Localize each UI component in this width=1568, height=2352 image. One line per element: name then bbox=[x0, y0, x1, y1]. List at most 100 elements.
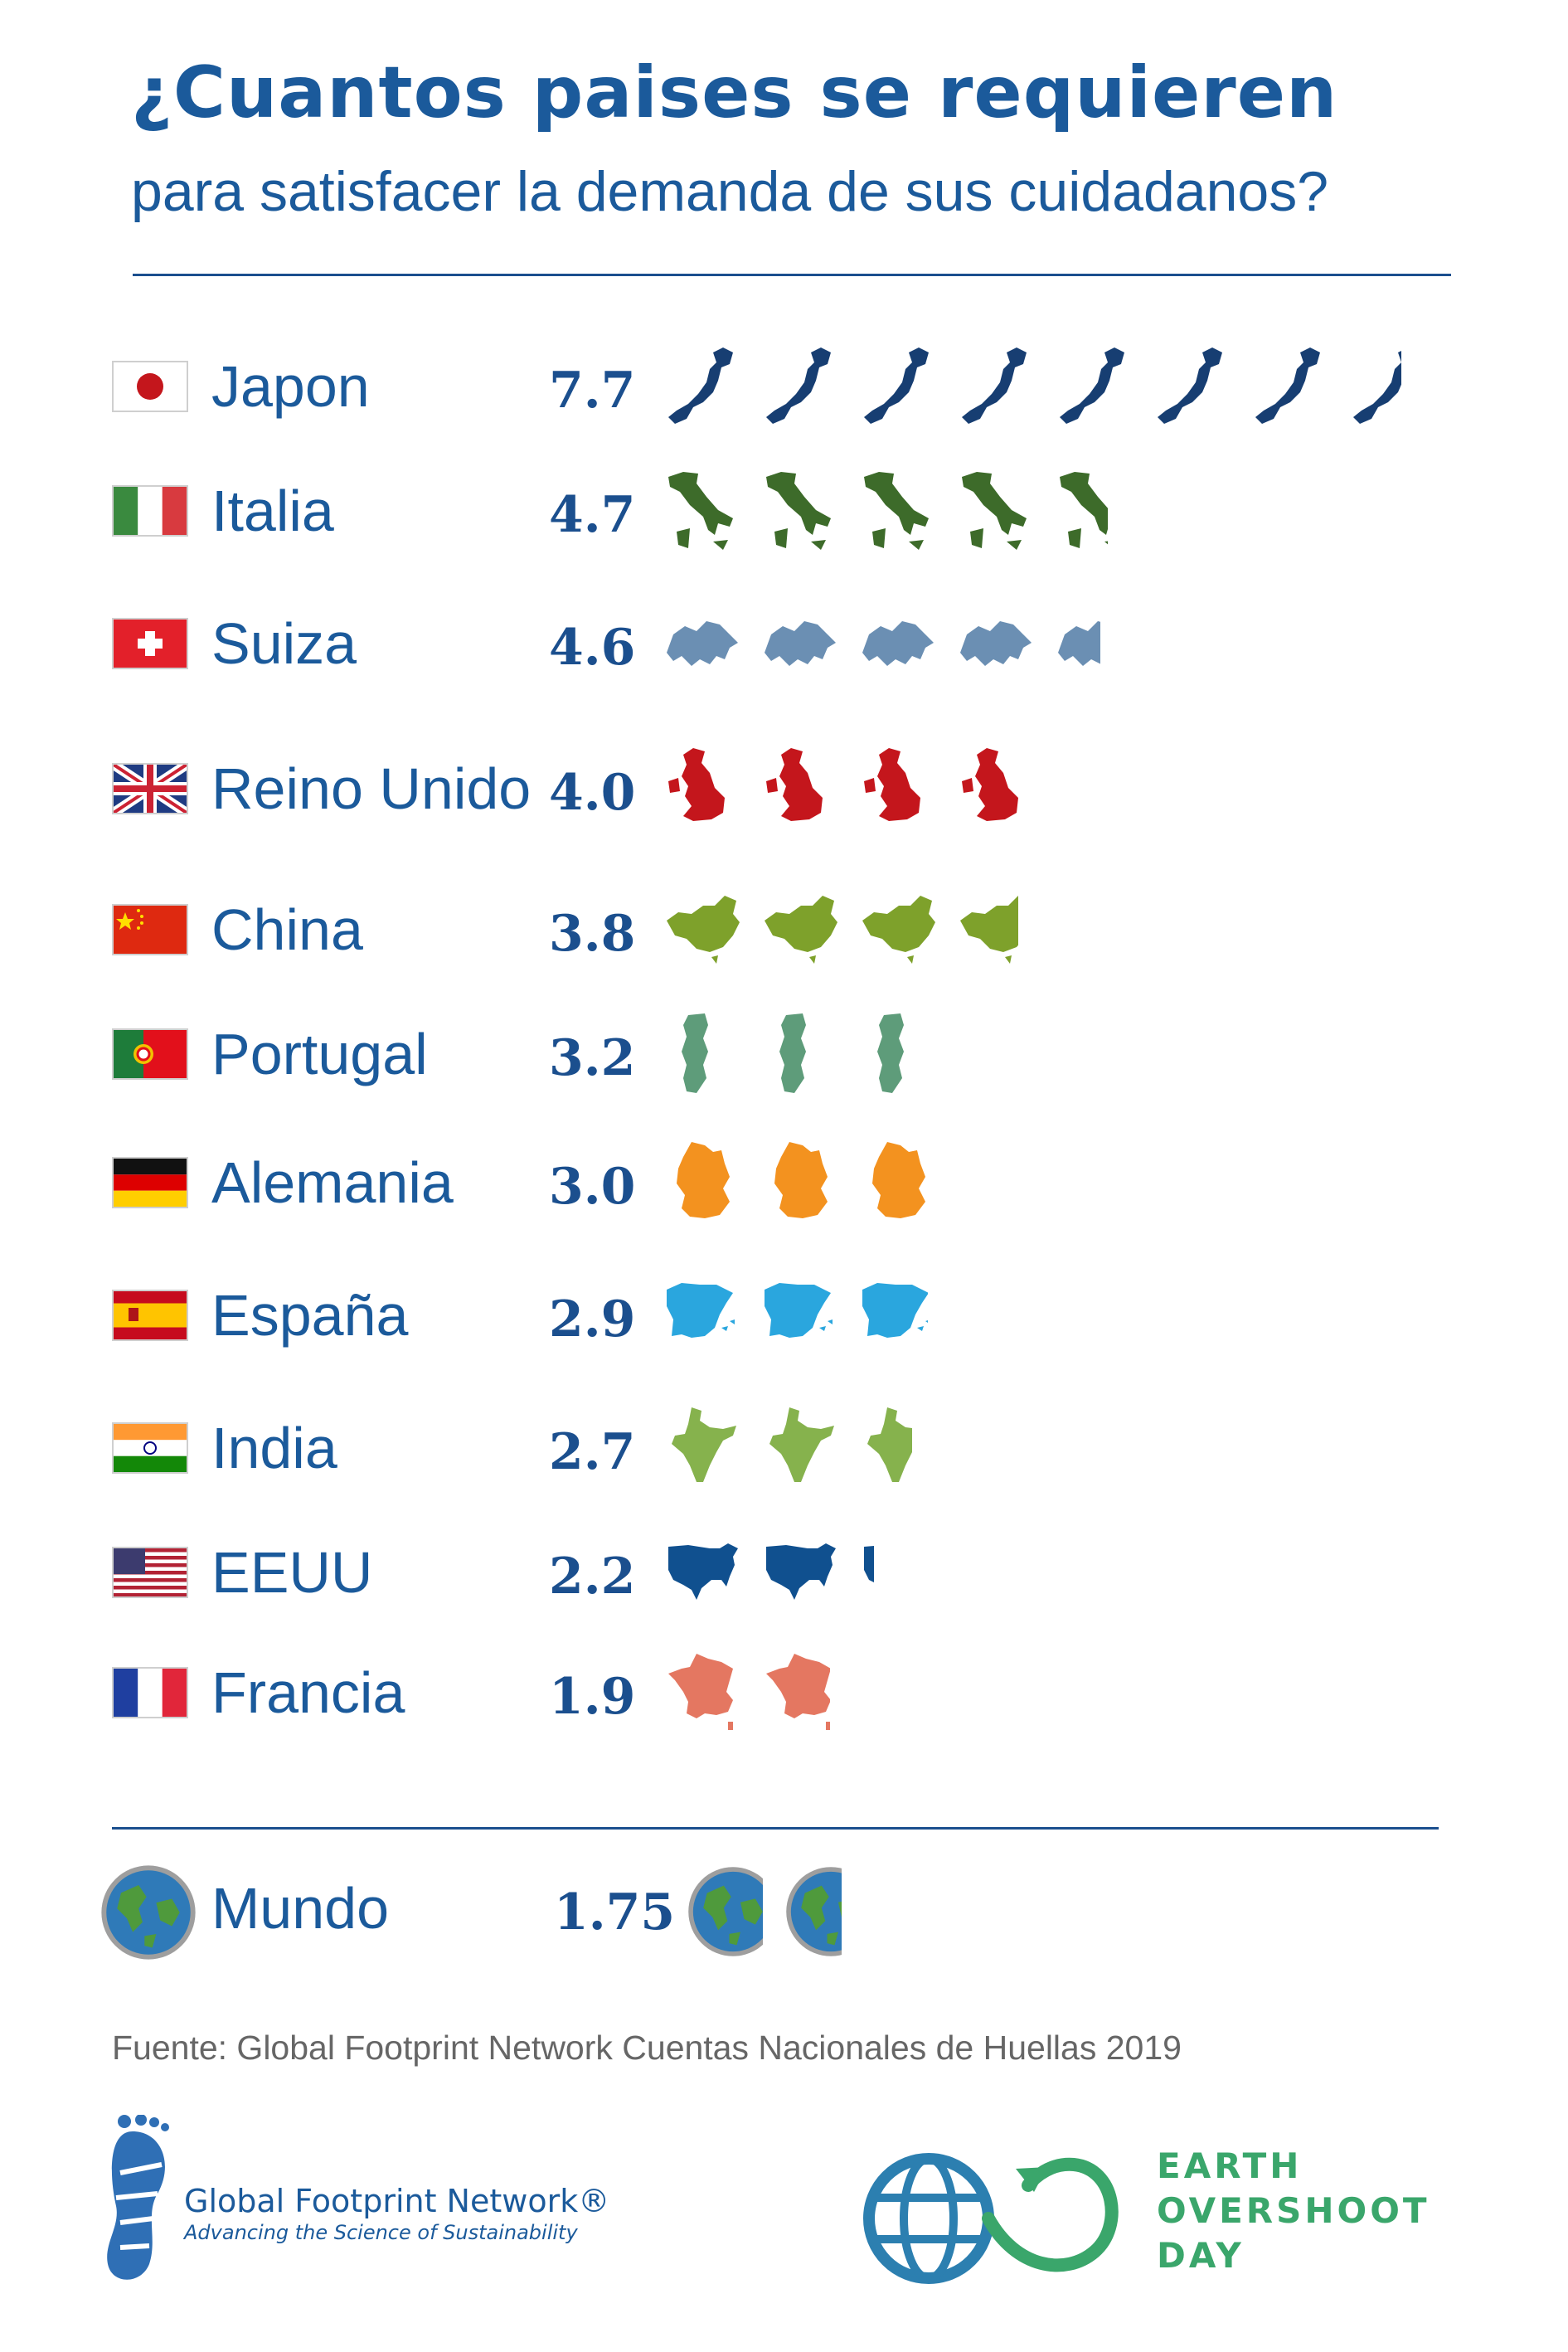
japan-icon bbox=[957, 344, 1033, 437]
earth-overshoot-day-logo: EARTH OVERSHOOT DAY bbox=[858, 2144, 1455, 2293]
chart-row: China 3.8 bbox=[0, 883, 1568, 983]
chart-row: Suiza 4.6 bbox=[0, 597, 1568, 697]
category-label: Francia bbox=[211, 1660, 405, 1725]
eod-word-earth: EARTH bbox=[1157, 2145, 1303, 2186]
chart-row: Italia 4.7 bbox=[0, 464, 1568, 564]
value-label: 2.7 bbox=[549, 1423, 636, 1481]
value-label: 7.7 bbox=[549, 362, 636, 420]
switzerland-icon bbox=[859, 601, 935, 694]
spain-icon bbox=[663, 1273, 740, 1366]
value-label: 3.0 bbox=[549, 1158, 636, 1216]
category-label: India bbox=[211, 1416, 337, 1480]
value-label: 4.6 bbox=[549, 619, 636, 677]
pictogram-bar bbox=[663, 1526, 1493, 1626]
uk-icon bbox=[663, 746, 740, 839]
portugal-icon bbox=[761, 1012, 837, 1105]
switzerland-icon bbox=[1055, 601, 1100, 694]
germany-icon bbox=[859, 1140, 935, 1233]
footprint-icon bbox=[107, 2114, 169, 2280]
germany-icon bbox=[663, 1140, 740, 1233]
chart-row: Portugal 3.2 bbox=[0, 1008, 1568, 1107]
value-label: 3.8 bbox=[549, 905, 636, 963]
chart-row: Alemania 3.0 bbox=[0, 1136, 1568, 1236]
italy-icon bbox=[859, 469, 935, 561]
category-label: Italia bbox=[211, 479, 334, 543]
india-icon bbox=[663, 1406, 740, 1499]
france-icon bbox=[663, 1650, 740, 1743]
top-divider bbox=[133, 274, 1451, 276]
uk-icon bbox=[761, 746, 837, 839]
usa-icon bbox=[663, 1530, 740, 1623]
japan-icon bbox=[1250, 344, 1327, 437]
category-label: China bbox=[211, 897, 363, 962]
japan-icon bbox=[1153, 344, 1229, 437]
japan-icon bbox=[761, 344, 837, 437]
flag-icon bbox=[112, 763, 188, 814]
flag-icon bbox=[112, 361, 188, 412]
pictogram-bar bbox=[663, 1269, 1493, 1368]
gfn-logo: Global Footprint Network® Advancing the … bbox=[100, 2114, 680, 2289]
portugal-icon bbox=[957, 1012, 972, 1105]
globe-icon bbox=[687, 1865, 763, 1958]
usa-icon bbox=[761, 1530, 837, 1623]
value-label: 1.75 bbox=[554, 1883, 676, 1941]
italy-icon bbox=[663, 469, 740, 561]
source-note: Fuente: Global Footprint Network Cuentas… bbox=[112, 2029, 1182, 2067]
usa-icon bbox=[859, 1530, 874, 1623]
flag-icon bbox=[112, 1290, 188, 1341]
switzerland-icon bbox=[663, 601, 740, 694]
pictogram-bar bbox=[663, 464, 1493, 564]
india-icon bbox=[761, 1406, 837, 1499]
bottom-divider bbox=[112, 1827, 1439, 1830]
pictogram-bar bbox=[663, 742, 1493, 842]
chart-row: Francia 1.9 bbox=[0, 1646, 1568, 1746]
chart-row: España 2.9 bbox=[0, 1269, 1568, 1368]
value-label: 2.9 bbox=[549, 1290, 636, 1349]
switzerland-icon bbox=[957, 601, 1033, 694]
uk-icon bbox=[859, 746, 935, 839]
overshoot-infinity-icon bbox=[863, 2153, 1119, 2284]
chart-row: Japon 7.7 bbox=[0, 340, 1568, 440]
japan-icon bbox=[1348, 344, 1401, 437]
gfn-tagline: Advancing the Science of Sustainability bbox=[184, 2221, 578, 2244]
category-label: España bbox=[211, 1283, 409, 1348]
flag-icon bbox=[112, 1028, 188, 1080]
flag-icon bbox=[112, 1422, 188, 1474]
italy-icon bbox=[761, 469, 837, 561]
page-title: ¿Cuantos paises se requieren bbox=[131, 51, 1338, 134]
india-icon bbox=[859, 1406, 912, 1499]
flag-icon bbox=[112, 1547, 188, 1598]
flag-icon bbox=[112, 618, 188, 669]
category-label: Reino Unido bbox=[211, 756, 532, 821]
pictogram-bar bbox=[663, 340, 1493, 440]
china-icon bbox=[761, 887, 837, 980]
value-label: 3.2 bbox=[549, 1029, 636, 1087]
italy-icon bbox=[1055, 469, 1108, 561]
category-label: Portugal bbox=[211, 1022, 428, 1086]
chart-row: Mundo 1.75 bbox=[0, 1862, 1568, 1961]
category-label: Mundo bbox=[211, 1876, 390, 1941]
china-icon bbox=[957, 887, 1018, 980]
value-label: 2.2 bbox=[549, 1548, 636, 1606]
eod-word-day: DAY bbox=[1157, 2235, 1245, 2276]
flag-icon bbox=[112, 485, 188, 537]
pictogram-bar bbox=[663, 1402, 1493, 1501]
japan-icon bbox=[663, 344, 740, 437]
uk-icon bbox=[957, 746, 1033, 839]
gfn-name: Global Footprint Network® bbox=[184, 2183, 610, 2219]
value-label: 4.0 bbox=[549, 764, 636, 822]
world-globe-icon bbox=[100, 1864, 197, 1961]
globe-icon bbox=[784, 1865, 842, 1958]
flag-icon bbox=[112, 1667, 188, 1718]
chart-row: EEUU 2.2 bbox=[0, 1526, 1568, 1626]
portugal-icon bbox=[859, 1012, 935, 1105]
japan-icon bbox=[859, 344, 935, 437]
pictogram-bar bbox=[663, 1136, 1493, 1236]
category-label: Alemania bbox=[211, 1150, 454, 1215]
category-label: EEUU bbox=[211, 1540, 373, 1605]
china-icon bbox=[663, 887, 740, 980]
japan-icon bbox=[1055, 344, 1131, 437]
germany-icon bbox=[761, 1140, 837, 1233]
eod-word-overshoot: OVERSHOOT bbox=[1157, 2190, 1430, 2231]
